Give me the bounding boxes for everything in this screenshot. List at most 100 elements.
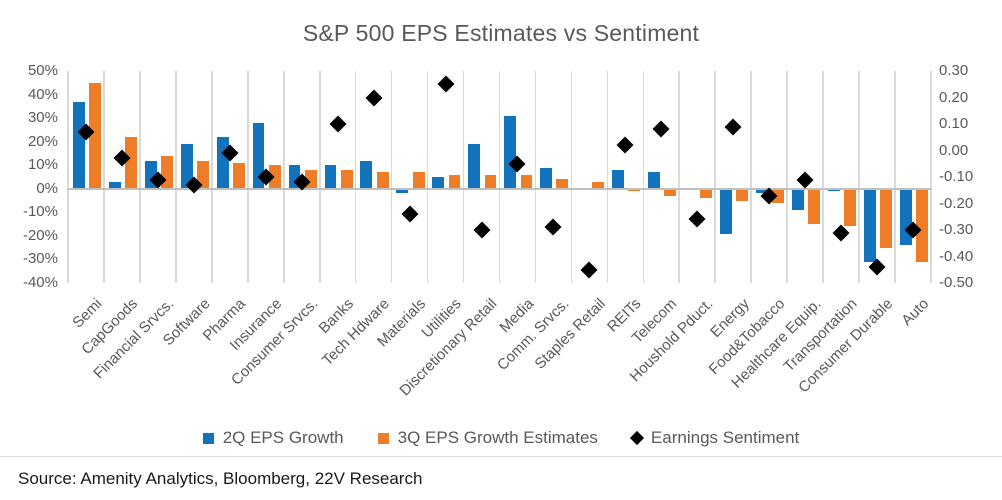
gridline [678,71,681,283]
gridline [390,71,393,283]
bar-2q-eps-growth [720,188,732,234]
bar-3q-eps-growth-estimates [448,174,461,189]
bar-2q-eps-growth [288,165,301,189]
bar-2q-eps-growth [899,188,912,246]
source-text: Source: Amenity Analytics, Bloomberg, 22… [18,469,423,488]
legend-label: 2Q EPS Growth [222,428,344,447]
bar-2q-eps-growth [648,172,661,189]
y-axis-left-tick-label: -40% [22,274,58,291]
gridline [246,71,249,283]
y-axis-left-tick-label: 40% [27,85,58,103]
sentiment-diamond-marker [832,224,850,242]
sentiment-diamond-marker [796,171,814,189]
gridline [894,71,896,283]
gridline [211,71,213,283]
y-axis-left-tick-label: -30% [22,250,58,268]
bar-2q-eps-growth [216,136,229,189]
x-axis-zero-line [68,187,931,190]
bar-3q-eps-growth-estimates [880,188,892,248]
category-label: Auto [898,295,933,330]
legend-square-orange-icon [377,432,389,444]
gridline [822,71,824,283]
y-axis-left-tick-label: 0% [36,179,58,197]
gridline [282,71,285,283]
bar-3q-eps-growth-estimates [160,155,173,189]
bar-2q-eps-growth [108,181,121,189]
gridline [750,71,752,283]
gridline [318,71,321,283]
bar-3q-eps-growth-estimates [628,188,641,192]
bar-3q-eps-growth-estimates [124,136,137,189]
plot-area: 50% 40% 30% 20% 10% 0% -10% -20% -30% -40% 0.30 0.2… [22,62,974,400]
legend-label: Earnings Sentiment [650,428,800,447]
bar-3q-eps-growth-estimates [772,188,785,203]
bar-3q-eps-growth-estimates [520,174,533,189]
bar-2q-eps-growth [468,144,481,189]
y-axis-right-tick-label: -0.40 [939,247,974,265]
bar-2q-eps-growth [612,169,625,189]
sentiment-diamond-marker [329,115,347,133]
sentiment-diamond-marker [544,218,562,236]
gridline [786,71,788,283]
gridline [139,71,141,283]
y-axis-right-tick-label: 0.10 [939,115,969,132]
bar-3q-eps-growth-estimates [268,165,281,189]
bar-3q-eps-growth-estimates [484,174,497,189]
sentiment-diamond-marker [580,261,598,279]
bar-3q-eps-growth-estimates [556,179,569,189]
bar-2q-eps-growth [144,160,157,189]
sentiment-diamond-marker [437,75,455,93]
y-axis-right-tick-label: 0.20 [939,88,969,106]
bar-3q-eps-growth-estimates [844,188,857,227]
legend-diamond-icon [629,430,644,446]
bar-2q-eps-growth [180,144,193,189]
y-axis-left-tick-label: -20% [22,226,58,244]
gridline [175,71,177,283]
sentiment-diamond-marker [724,118,742,136]
gridline [534,71,537,283]
gridline [462,71,465,283]
bar-2q-eps-growth [324,165,337,189]
bar-3q-eps-growth-estimates [340,169,353,189]
legend-item-earnings-sentiment: Earnings Sentiment [629,428,800,448]
bar-3q-eps-growth-estimates [89,82,101,189]
sentiment-diamond-marker [365,89,383,106]
y-axis-left-tick-label: 20% [27,132,58,150]
bar-2q-eps-growth [360,160,373,189]
bar-3q-eps-growth-estimates [916,188,928,262]
gridline [67,71,69,283]
bar-2q-eps-growth [791,188,804,210]
legend-label: 3Q EPS Growth Estimates [397,428,598,447]
gridline [858,71,860,283]
bar-2q-eps-growth [863,188,876,262]
bar-2q-eps-growth [756,188,768,194]
bar-3q-eps-growth-estimates [664,188,677,196]
y-axis-left-tick-label: 10% [27,156,58,174]
gridline [606,71,609,283]
gridline [426,71,429,283]
sentiment-diamond-marker [401,205,419,223]
y-axis-left-tick-label: 30% [27,109,58,127]
bar-3q-eps-growth-estimates [376,172,389,189]
y-axis-left-tick-label: 50% [27,62,58,79]
sentiment-diamond-marker [473,221,491,239]
gridline [714,71,717,283]
legend: 2Q EPS Growth 3Q EPS Growth Estimates Ea… [0,426,1002,450]
bar-3q-eps-growth-estimates [232,162,245,189]
y-axis-right-tick-label: 0.00 [939,141,969,159]
y-axis-left-tick-label: -10% [22,203,58,221]
legend-item-3q-eps-growth-estimates: 3Q EPS Growth Estimates [377,428,598,448]
sentiment-diamond-marker [652,120,670,138]
bar-2q-eps-growth [396,188,409,194]
bar-3q-eps-growth-estimates [412,172,425,189]
bar-3q-eps-growth-estimates [736,188,749,201]
chart-title: S&P 500 EPS Estimates vs Sentiment [302,20,700,46]
bar-3q-eps-growth-estimates [700,188,713,199]
bar-2q-eps-growth [432,177,445,189]
y-axis-right-tick-label: 0.30 [939,62,969,79]
source-divider [0,456,1002,457]
bar-3q-eps-growth-estimates [196,160,209,189]
bar-2q-eps-growth [540,167,553,189]
gridline [930,71,932,283]
